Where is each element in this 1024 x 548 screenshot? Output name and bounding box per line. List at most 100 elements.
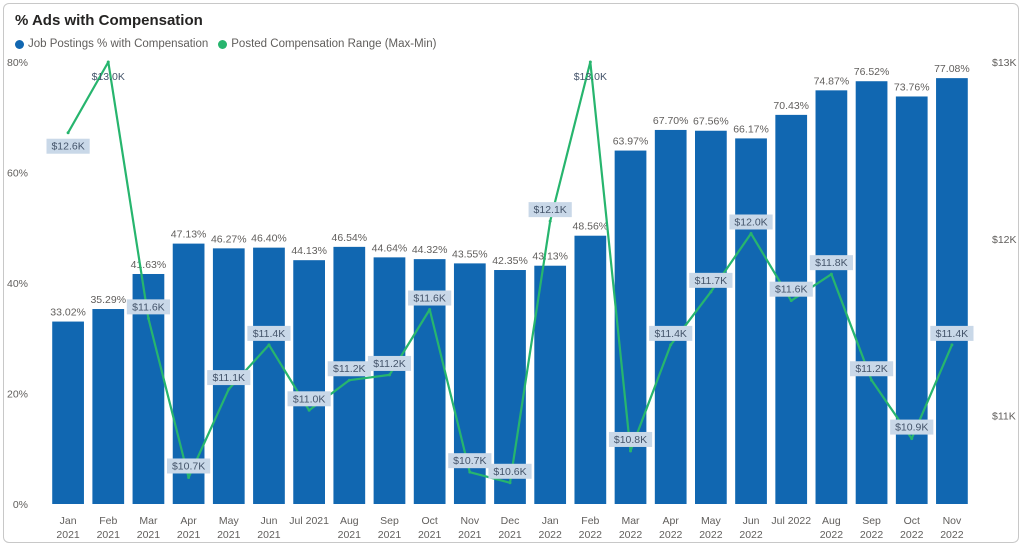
legend-dot-bar bbox=[15, 39, 24, 49]
line-label-background bbox=[608, 431, 653, 447]
x-tick-label: Jun bbox=[743, 515, 760, 527]
line-point[interactable] bbox=[910, 437, 914, 441]
line-point[interactable] bbox=[508, 481, 512, 485]
x-tick-year-label: 2021 bbox=[137, 529, 161, 541]
x-tick-label: Jul 2021 bbox=[289, 515, 329, 527]
line-data-label: $10.6K bbox=[493, 466, 526, 478]
x-tick-label: Apr bbox=[663, 515, 680, 527]
line-data-label: $11.0K bbox=[293, 393, 326, 405]
line-point[interactable] bbox=[428, 308, 432, 312]
line-point[interactable] bbox=[66, 131, 70, 135]
bar[interactable] bbox=[92, 309, 125, 504]
line-point[interactable] bbox=[588, 60, 592, 64]
line-label-background bbox=[247, 325, 291, 341]
bar-data-label: 73.76% bbox=[894, 81, 930, 93]
line-point[interactable] bbox=[468, 470, 472, 474]
line-data-label: $11.2K bbox=[855, 363, 888, 375]
bar[interactable] bbox=[253, 247, 285, 504]
bar-data-label: 47.13% bbox=[171, 229, 207, 241]
bar[interactable] bbox=[534, 265, 567, 504]
line-point[interactable] bbox=[950, 343, 954, 347]
bar-data-label: 46.54% bbox=[331, 232, 367, 244]
line-data-label: $11.4K bbox=[253, 328, 286, 340]
line-data-label: $11.8K bbox=[815, 257, 848, 269]
line-label-background bbox=[689, 272, 733, 288]
bar[interactable] bbox=[775, 114, 808, 504]
x-tick-year-label: 2021 bbox=[378, 529, 402, 541]
line-point[interactable] bbox=[347, 378, 351, 382]
line-point[interactable] bbox=[267, 343, 271, 347]
bar-data-label: 44.13% bbox=[291, 245, 327, 257]
bar[interactable] bbox=[936, 78, 968, 505]
bar[interactable] bbox=[895, 96, 928, 504]
legend-item-line[interactable]: Posted Compensation Range (Max-Min) bbox=[218, 38, 436, 50]
x-tick-year-label: 2021 bbox=[257, 529, 281, 541]
bar-data-label: 46.27% bbox=[211, 233, 247, 245]
x-tick-year-label: 2022 bbox=[940, 529, 964, 541]
bar[interactable] bbox=[574, 235, 607, 504]
x-tick-year-label: 2022 bbox=[860, 529, 884, 541]
line-point[interactable] bbox=[629, 449, 633, 453]
y-left-tick-label: 40% bbox=[7, 278, 28, 290]
line-point[interactable] bbox=[187, 475, 191, 479]
bar-data-label: 43.13% bbox=[532, 251, 568, 263]
line-point[interactable] bbox=[829, 272, 833, 276]
line-point[interactable] bbox=[669, 343, 673, 347]
x-tick-label: Aug bbox=[340, 515, 359, 527]
bar-data-label: 46.40% bbox=[251, 233, 287, 245]
y-left-tick-label: 0% bbox=[13, 499, 28, 511]
legend-item-bar[interactable]: Job Postings % with Compensation bbox=[15, 38, 208, 50]
line-label-background bbox=[769, 281, 813, 297]
line-label-background bbox=[167, 458, 211, 474]
bar[interactable] bbox=[855, 81, 888, 505]
bar-data-label: 67.56% bbox=[693, 116, 729, 128]
line-point[interactable] bbox=[227, 387, 231, 391]
line-point[interactable] bbox=[749, 231, 753, 235]
x-tick-year-label: 2022 bbox=[538, 529, 562, 541]
line-data-label: $11.2K bbox=[373, 358, 406, 370]
x-tick-label: Nov bbox=[460, 515, 479, 527]
bar-data-label: 44.32% bbox=[412, 244, 448, 256]
line-label-background bbox=[488, 463, 532, 479]
legend: Job Postings % with Compensation Posted … bbox=[15, 38, 440, 50]
line-point[interactable] bbox=[106, 60, 110, 64]
bar[interactable] bbox=[52, 321, 84, 504]
line-data-label: $11.6K bbox=[132, 301, 165, 313]
bar-data-label: 48.56% bbox=[573, 221, 609, 233]
line-data-label: $12.6K bbox=[51, 141, 84, 153]
x-tick-label: Oct bbox=[421, 515, 437, 527]
x-tick-label: Sep bbox=[862, 515, 881, 527]
line-point[interactable] bbox=[789, 299, 793, 303]
line-label-background bbox=[809, 255, 853, 271]
x-tick-year-label: 2022 bbox=[820, 529, 844, 541]
x-tick-year-label: 2021 bbox=[217, 529, 241, 541]
bar-data-label: 44.64% bbox=[372, 242, 408, 254]
legend-dot-line bbox=[218, 39, 228, 49]
bar[interactable] bbox=[654, 129, 687, 504]
x-tick-year-label: 2021 bbox=[498, 529, 522, 541]
line-data-label: $11.1K bbox=[213, 372, 246, 384]
line-data-label: $12.0K bbox=[734, 216, 767, 228]
bar[interactable] bbox=[695, 130, 727, 504]
x-tick-label: Mar bbox=[621, 515, 640, 527]
bar[interactable] bbox=[735, 138, 767, 504]
line-point[interactable] bbox=[709, 290, 713, 294]
line-data-label: $10.9K bbox=[895, 422, 928, 434]
bar[interactable] bbox=[373, 257, 406, 504]
line-point[interactable] bbox=[146, 316, 150, 320]
line-label-background bbox=[408, 290, 452, 306]
line-label-background bbox=[649, 325, 693, 341]
bar[interactable] bbox=[293, 260, 325, 504]
line-data-label: $11.4K bbox=[936, 328, 969, 340]
bar-data-label: 76.52% bbox=[854, 66, 890, 78]
line-point[interactable] bbox=[387, 373, 391, 377]
line-point[interactable] bbox=[548, 219, 552, 223]
bar[interactable] bbox=[815, 90, 848, 504]
line-point[interactable] bbox=[307, 408, 311, 412]
line-data-label: $13.0K bbox=[92, 71, 125, 83]
line-data-label: $11.6K bbox=[775, 284, 808, 296]
bar-data-label: 70.43% bbox=[773, 100, 809, 112]
line-point[interactable] bbox=[870, 378, 874, 382]
x-tick-label: Apr bbox=[180, 515, 197, 527]
